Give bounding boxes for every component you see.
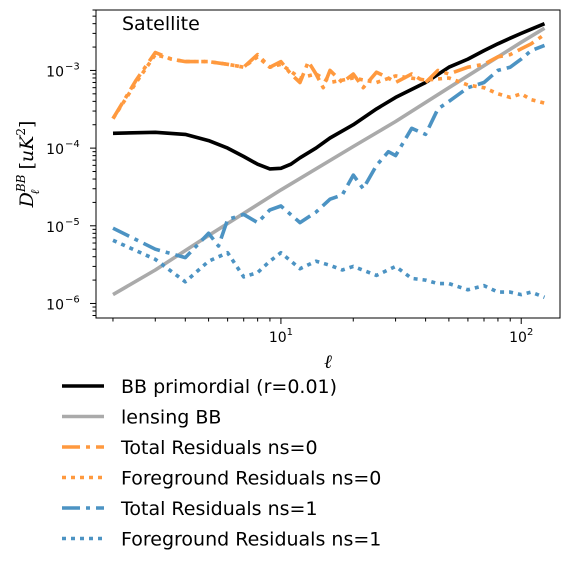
y-tick-exponent: −6 [65, 294, 80, 305]
y-tick-label: 10 [46, 220, 64, 236]
y-tick-exponent: −3 [65, 61, 80, 72]
series-line-0 [112, 22, 546, 171]
svg-text:DBBℓ [uK2]: DBBℓ [uK2] [14, 121, 42, 209]
legend-label: BB primordial (r=0.01) [121, 376, 337, 398]
series-line-5 [112, 238, 546, 299]
x-axis: 101 102 [112, 318, 533, 346]
y-tick-label: 10 [46, 142, 64, 158]
legend-label: lensing BB [121, 407, 221, 429]
series-line-4 [112, 43, 546, 260]
legend-label: Total Residuals ns=0 [120, 437, 318, 459]
legend-label: Total Residuals ns=1 [120, 498, 318, 520]
legend-label: Foreground Residuals ns=0 [121, 468, 381, 490]
legend-label: Foreground Residuals ns=1 [121, 529, 381, 551]
y-axis: 10−610−510−410−3 [46, 9, 96, 317]
x-tick-label: 102 [509, 327, 533, 346]
y-axis-label: DBBℓ [uK2] [14, 121, 42, 209]
y-tick-label: 10 [46, 64, 64, 80]
series-line-2 [111, 33, 546, 120]
y-tick-exponent: −5 [65, 217, 80, 228]
x-axis-label: ℓ [324, 351, 332, 373]
y-tick-label: 10 [46, 297, 64, 313]
chart-annotation: Satellite [122, 13, 200, 35]
series-layer [111, 22, 546, 299]
legend: BB primordial (r=0.01) lensing BB Total Re… [62, 376, 381, 551]
x-tick-label: 101 [269, 327, 293, 346]
plot-frame [95, 9, 561, 319]
y-tick-exponent: −4 [65, 139, 80, 150]
series-line-3 [111, 52, 545, 120]
